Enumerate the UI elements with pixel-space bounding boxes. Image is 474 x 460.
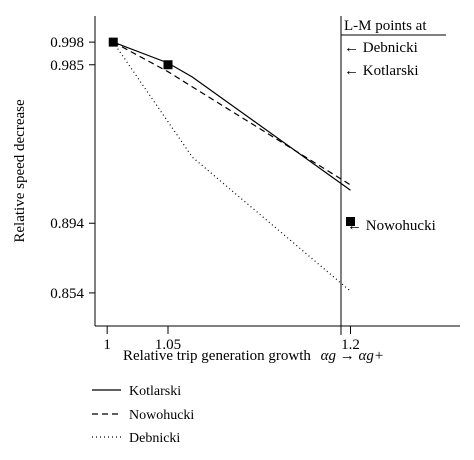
- series-line-kotlarski: [112, 41, 351, 191]
- lm-point-marker: [163, 60, 173, 70]
- legend-label-kotlarski: Kotlarski: [129, 384, 181, 399]
- marker-layer: [108, 37, 355, 227]
- annotation-kotlarski: ← Kotlarski: [344, 63, 419, 79]
- series-line-nowohucki: [112, 41, 351, 186]
- annotation-debnicki: ← Debnicki: [344, 40, 418, 56]
- series-layer: [112, 41, 351, 292]
- axis-ticks: 1 1.05 1.2 0.854 0.894 0.985 0.998: [50, 35, 360, 353]
- lm-point-marker: [346, 217, 355, 227]
- series-line-debnicki: [112, 41, 351, 292]
- y-tick-label: 0.854: [50, 286, 84, 302]
- x-axis-title: Relative trip generation growth αg → αg+: [123, 348, 384, 364]
- x-axis-title-text: Relative trip generation growth: [123, 348, 311, 364]
- x-tick-label: 1: [103, 337, 111, 353]
- y-tick-label: 0.998: [50, 35, 84, 51]
- annotation-nowohucki: ← Nowohucki: [347, 218, 436, 234]
- x-tick-label: 1.2: [341, 337, 360, 353]
- lm-point-marker: [108, 37, 118, 47]
- annotation-header: L-M points at: [344, 18, 427, 34]
- x-tick-label: 1.05: [155, 337, 181, 353]
- y-tick-label: 0.985: [50, 58, 84, 74]
- legend-label-nowohucki: Nowohucki: [129, 408, 194, 423]
- y-tick-label: 0.894: [50, 216, 84, 232]
- legend-label-debnicki: Debnicki: [129, 431, 180, 446]
- y-axis-title: Relative speed decrease: [12, 99, 28, 243]
- legend: Kotlarski Nowohucki Debnicki: [92, 384, 194, 446]
- x-axis-title-math: αg → αg+: [321, 348, 384, 364]
